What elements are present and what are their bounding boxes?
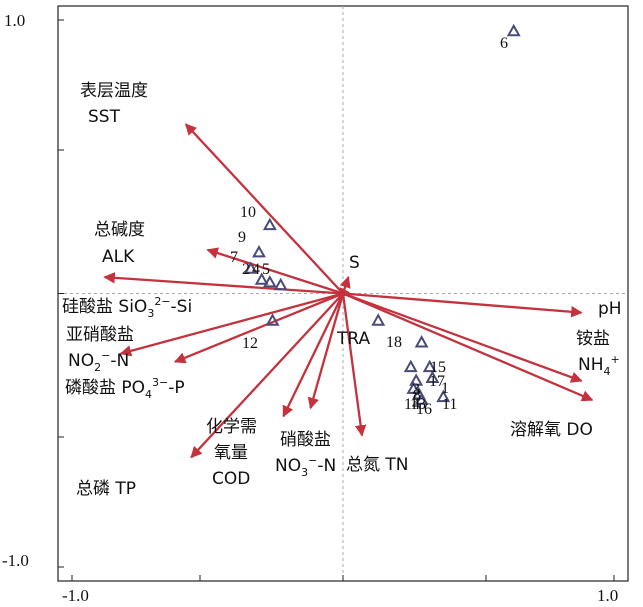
arrow-nh4 xyxy=(342,292,583,383)
site-marker-4 xyxy=(262,275,277,288)
site-label: 8 xyxy=(413,387,421,404)
var-label-sst-cn: 表层温度 xyxy=(80,81,148,101)
arrow-tra xyxy=(339,287,351,301)
site-label: 11 xyxy=(442,396,457,413)
arrow-s xyxy=(339,276,351,294)
site-marker-17 xyxy=(422,359,437,373)
site-label: 12 xyxy=(242,335,258,352)
site-label: 9 xyxy=(238,229,246,246)
variable-labels: 表层温度 SST 总碱度 ALK 硅酸盐 SiO32−-Si 亚硝酸盐 NO2−… xyxy=(62,81,622,499)
var-label-s: S xyxy=(349,253,360,273)
site-marker-3 xyxy=(403,359,418,373)
site-marker-1 xyxy=(425,370,440,383)
site-marker-12 xyxy=(265,313,280,326)
arrow-no3 xyxy=(307,293,345,410)
site-label: 5 xyxy=(262,261,270,278)
var-label-alk-en: ALK xyxy=(102,247,135,267)
y-tick-label-bottom: -1.0 xyxy=(2,551,29,570)
arrow-alk xyxy=(206,247,344,295)
site-label: 15 xyxy=(430,359,446,376)
site-label: 1 xyxy=(441,380,449,397)
site-marker-6 xyxy=(506,23,521,37)
site-labels: 6 10 9 7 2 4 5 12 18 15 17 3 8 1 14 13 1… xyxy=(230,35,508,418)
var-label-no2-en: NO2−-N xyxy=(68,349,129,374)
var-label-tp: 总磷 TP xyxy=(76,479,136,499)
site-marker-5 xyxy=(273,277,288,291)
site-label: 7 xyxy=(230,249,238,266)
arrow-po4 xyxy=(173,292,344,364)
site-marker-11 xyxy=(436,389,451,403)
site-marker-15 xyxy=(414,335,429,348)
arrow-tn xyxy=(341,293,367,437)
var-label-sst-en: SST xyxy=(88,107,121,127)
site-marker-10 xyxy=(262,217,277,231)
site-marker-8 xyxy=(409,373,424,386)
site-label: 13 xyxy=(410,396,426,413)
var-label-do: 溶解氧 DO xyxy=(510,420,593,440)
var-label-no3-en: NO3−-N xyxy=(275,454,336,479)
var-label-ph: pH xyxy=(598,299,622,319)
site-label: 10 xyxy=(240,204,256,221)
arrow-ph xyxy=(342,292,583,318)
var-label-nh4-en: NH4+ xyxy=(578,353,620,378)
site-label: 6 xyxy=(500,35,508,52)
site-label: 3 xyxy=(412,381,420,398)
var-label-nh4-cn: 铵盐 xyxy=(576,329,610,349)
var-label-tra: TRA xyxy=(336,329,371,349)
site-marker-9 xyxy=(252,245,266,258)
arrow-cod xyxy=(282,292,345,418)
site-label: 4 xyxy=(252,261,260,278)
site-label: 18 xyxy=(386,334,402,351)
var-label-cod-1: 化学需 xyxy=(206,417,257,437)
site-label: 14 xyxy=(404,396,420,413)
x-axis-ticks xyxy=(71,575,615,581)
site-marker-18 xyxy=(371,313,386,326)
arrow-tp xyxy=(190,292,344,459)
site-marker-16 xyxy=(414,392,429,405)
y-tick-label-top: 1.0 xyxy=(4,11,25,30)
site-label: 16 xyxy=(416,401,432,418)
var-label-po4: 磷酸盐 PO43−-P xyxy=(65,376,185,401)
arrow-sst xyxy=(184,123,344,295)
x-tick-label-left: -1.0 xyxy=(62,586,89,605)
arrow-no2 xyxy=(119,292,344,357)
site-label: 17 xyxy=(429,373,445,390)
var-label-cod-2: 氧量 xyxy=(214,443,248,463)
y-axis-ticks xyxy=(58,19,64,568)
environment-arrows xyxy=(103,123,594,459)
var-label-cod-3: COD xyxy=(212,469,250,489)
x-tick-label-right: 1.0 xyxy=(597,586,618,605)
var-label-tn: 总氮 TN xyxy=(346,455,409,475)
var-label-no3-cn: 硝酸盐 xyxy=(280,430,331,450)
var-label-alk-cn: 总碱度 xyxy=(94,220,145,240)
arrow-do xyxy=(342,292,594,402)
site-marker-7 xyxy=(243,261,258,274)
site-label: 2 xyxy=(242,261,250,278)
site-marker-2 xyxy=(254,272,269,285)
arrow-sio3 xyxy=(103,272,344,295)
var-label-no2-cn: 亚硝酸盐 xyxy=(66,325,134,345)
site-marker-14 xyxy=(406,381,421,394)
var-label-sio3: 硅酸盐 SiO32−-Si xyxy=(62,295,192,320)
site-markers xyxy=(243,23,521,405)
